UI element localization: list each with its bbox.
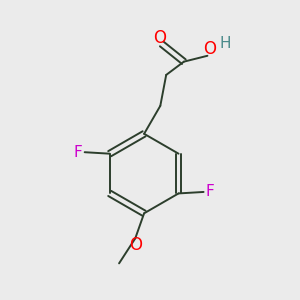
Text: O: O	[203, 40, 216, 58]
Text: F: F	[74, 145, 82, 160]
Text: O: O	[129, 236, 142, 254]
Text: O: O	[153, 28, 166, 46]
Text: F: F	[206, 184, 214, 200]
Text: H: H	[220, 36, 231, 51]
